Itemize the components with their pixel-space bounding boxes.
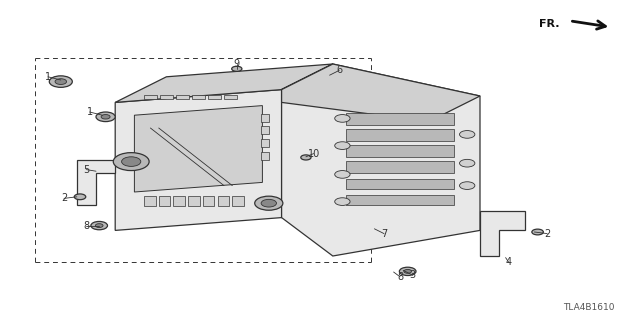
Bar (176, 95, 189, 99)
Text: 7: 7 (381, 228, 387, 239)
Circle shape (261, 199, 276, 207)
Text: 8: 8 (83, 220, 90, 231)
Circle shape (335, 171, 350, 178)
Polygon shape (480, 211, 525, 256)
Bar (218, 196, 229, 206)
Circle shape (49, 76, 72, 87)
Text: 3: 3 (410, 270, 416, 280)
Text: 6: 6 (336, 65, 342, 76)
Bar (261, 139, 269, 147)
Circle shape (255, 196, 283, 210)
Circle shape (335, 198, 350, 205)
Circle shape (122, 157, 141, 166)
Circle shape (95, 224, 103, 228)
Circle shape (532, 229, 543, 235)
Circle shape (301, 155, 311, 160)
Bar (346, 129, 454, 141)
Circle shape (404, 269, 412, 273)
Bar (173, 196, 185, 206)
Bar (160, 95, 173, 99)
Bar (346, 161, 454, 173)
Circle shape (460, 182, 475, 189)
Text: 4: 4 (506, 257, 512, 268)
Circle shape (74, 194, 86, 200)
Circle shape (335, 115, 350, 122)
Polygon shape (134, 106, 262, 192)
Text: 1: 1 (45, 72, 51, 82)
Circle shape (55, 79, 67, 84)
Circle shape (96, 112, 115, 122)
Circle shape (232, 66, 242, 71)
Bar (261, 114, 269, 122)
Text: 10: 10 (307, 148, 320, 159)
Bar (188, 196, 200, 206)
Polygon shape (115, 90, 282, 230)
Polygon shape (115, 64, 333, 102)
Text: 5: 5 (83, 164, 90, 175)
Bar (261, 152, 269, 160)
Text: 8: 8 (397, 272, 403, 282)
Bar (159, 196, 170, 206)
Bar (261, 126, 269, 134)
Bar (346, 113, 454, 125)
Polygon shape (282, 64, 333, 218)
Polygon shape (77, 160, 115, 205)
Text: 9: 9 (234, 59, 240, 69)
Text: 1: 1 (86, 107, 93, 117)
Bar (192, 95, 205, 99)
Text: FR.: FR. (540, 19, 560, 29)
Bar (232, 196, 244, 206)
Circle shape (460, 131, 475, 138)
Bar (144, 95, 157, 99)
Text: TLA4B1610: TLA4B1610 (563, 303, 614, 312)
Circle shape (101, 115, 110, 119)
Text: 2: 2 (544, 228, 550, 239)
Circle shape (91, 221, 108, 230)
Bar (346, 195, 454, 205)
Bar (144, 196, 156, 206)
Bar (346, 145, 454, 157)
Circle shape (335, 142, 350, 149)
Circle shape (460, 159, 475, 167)
Polygon shape (282, 64, 480, 256)
Bar (203, 196, 214, 206)
Text: 2: 2 (61, 193, 67, 204)
Bar (224, 95, 237, 99)
Bar (208, 95, 221, 99)
Bar (346, 179, 454, 189)
Polygon shape (282, 64, 480, 122)
Circle shape (113, 153, 149, 171)
Circle shape (399, 267, 416, 276)
